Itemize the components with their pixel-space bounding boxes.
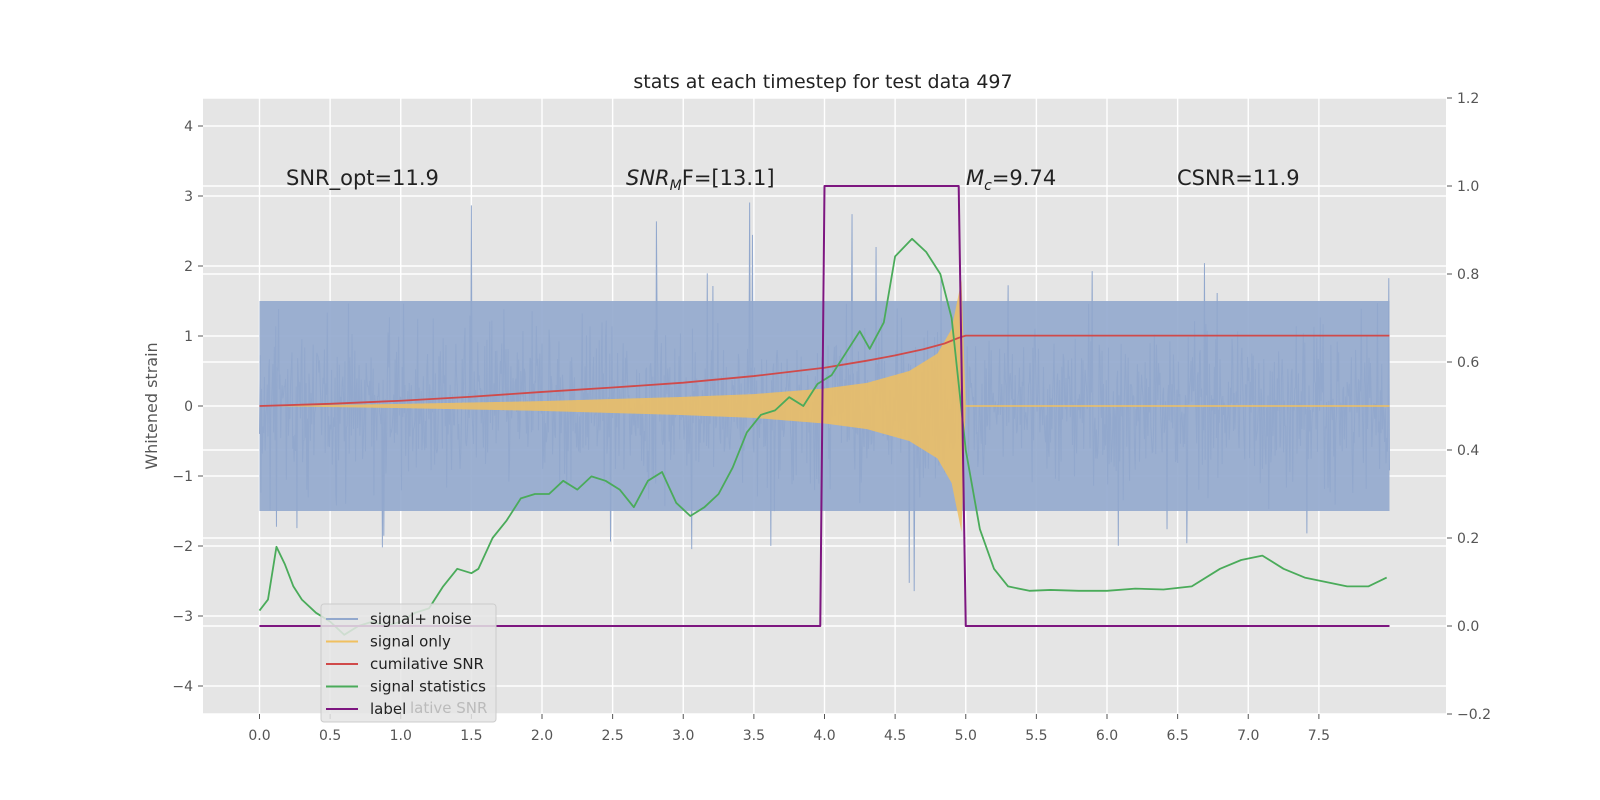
x-tick-label: 4.5 — [884, 728, 906, 744]
annotation-snr-mf: SNRMF=[13.1] — [626, 166, 775, 194]
x-tick-label: 6.5 — [1166, 728, 1188, 744]
annotation-mc: Mc=9.74 — [966, 166, 1056, 194]
y-tick-label: −4 — [172, 679, 193, 695]
y2-tick-label: 0.8 — [1457, 267, 1479, 283]
x-tick-label: 2.5 — [601, 728, 623, 744]
x-tick-label: 3.0 — [672, 728, 694, 744]
y-tick-label: 0 — [184, 399, 193, 415]
y-tick-label: −1 — [172, 469, 193, 485]
annotation-mc-rest: =9.74 — [992, 166, 1056, 190]
x-tick-label: 7.5 — [1308, 728, 1330, 744]
y2-tick-label: −0.2 — [1457, 707, 1491, 723]
x-tick-label: 5.0 — [955, 728, 977, 744]
y2-tick-label: 0.6 — [1457, 355, 1479, 371]
series-layer — [258, 185, 1390, 636]
y2-tick-label: 0.2 — [1457, 531, 1479, 547]
series-cumulative-snr — [259, 334, 1390, 407]
x-tick-label: 7.0 — [1237, 728, 1259, 744]
y2-axis-ticks: −0.2 0.0 0.2 0.4 0.6 0.8 1.0 1.2 — [1447, 91, 1491, 723]
y-tick-label: 1 — [184, 329, 193, 345]
x-axis-ticks: 0.0 0.5 1.0 1.5 2.0 2.5 3.0 3.5 4.0 4.5 5.0 5.5 6.0 6… — [248, 714, 1330, 744]
legend-label: label — [370, 700, 406, 718]
y-tick-label: 4 — [184, 119, 193, 135]
y-tick-label: −2 — [172, 539, 193, 555]
x-tick-label: 2.0 — [531, 728, 553, 744]
y-axis-ticks: −4 −3 −2 −1 0 1 2 3 4 — [172, 119, 203, 695]
x-tick-label: 0.0 — [248, 728, 270, 744]
annotation-snr-opt: SNR_opt=11.9 — [286, 166, 439, 191]
y2-tick-label: 0.0 — [1457, 619, 1479, 635]
legend-label: signal statistics — [370, 678, 486, 696]
x-tick-label: 1.0 — [390, 728, 412, 744]
legend-label: signal+ noise — [370, 610, 472, 628]
annotation-mc-sub: c — [984, 178, 992, 194]
y-tick-label: 3 — [184, 189, 193, 205]
annotation-csnr: CSNR=11.9 — [1177, 166, 1300, 190]
annotation-mc-main: M — [966, 166, 984, 190]
annotation-snr-mf-sub: M — [670, 178, 682, 194]
series-label — [259, 185, 1390, 627]
y-tick-label: −3 — [172, 609, 193, 625]
annotation-snr-mf-main: SNR — [626, 166, 670, 190]
y-axis-label: Whitened strain — [142, 342, 161, 469]
x-tick-label: 6.0 — [1096, 728, 1118, 744]
series-signal-only-envelope — [259, 280, 966, 532]
x-tick-label: 3.5 — [743, 728, 765, 744]
x-tick-label: 5.5 — [1025, 728, 1047, 744]
y2-tick-label: 1.0 — [1457, 179, 1479, 195]
series-signal-noise — [259, 202, 1390, 592]
legend-ghost-text: lative SNR — [410, 699, 487, 717]
legend: lative SNR signal+ noise signal only cumil… — [320, 603, 497, 723]
legend-label: cumilative SNR — [370, 655, 484, 673]
annotation-snr-mf-rest: F=[13.1] — [682, 166, 775, 190]
y2-tick-label: 1.2 — [1457, 91, 1479, 107]
legend-label: signal only — [370, 633, 451, 651]
x-tick-label: 0.5 — [319, 728, 341, 744]
x-tick-label: 1.5 — [460, 728, 482, 744]
y-tick-label: 2 — [184, 259, 193, 275]
chart-title: stats at each timestep for test data 497 — [633, 71, 1012, 93]
y2-tick-label: 0.4 — [1457, 443, 1479, 459]
x-tick-label: 4.0 — [813, 728, 835, 744]
legend-box — [320, 603, 497, 723]
